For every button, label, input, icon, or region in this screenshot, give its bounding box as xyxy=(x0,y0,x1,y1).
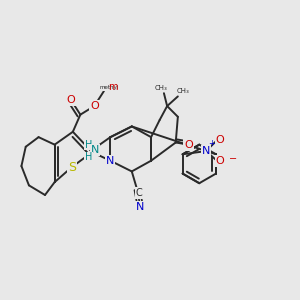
Text: N: N xyxy=(202,146,210,156)
Text: N: N xyxy=(106,156,115,166)
Text: O: O xyxy=(184,140,193,150)
Text: S: S xyxy=(68,160,76,174)
Text: CH₃: CH₃ xyxy=(154,85,167,91)
Text: H: H xyxy=(85,140,93,150)
Text: N: N xyxy=(136,202,145,212)
Text: O: O xyxy=(66,94,75,105)
Text: CH₃: CH₃ xyxy=(177,88,190,94)
Text: O: O xyxy=(216,135,224,146)
Text: O: O xyxy=(90,101,99,111)
Text: O: O xyxy=(216,156,224,166)
Text: H: H xyxy=(85,152,93,163)
Text: N: N xyxy=(91,145,100,155)
Text: −: − xyxy=(229,154,237,164)
Text: C: C xyxy=(136,188,143,198)
Text: +: + xyxy=(208,139,215,148)
Text: m: m xyxy=(108,82,117,92)
Text: methyl: methyl xyxy=(100,85,119,90)
